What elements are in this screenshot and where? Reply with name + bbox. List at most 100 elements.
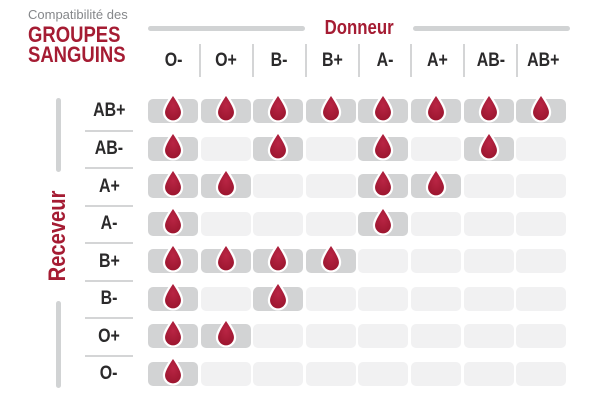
matrix-cell-B--from-B+	[305, 286, 356, 311]
matrix-cell-AB+-from-AB+	[516, 92, 567, 123]
blood-drop-icon	[215, 242, 236, 273]
blood-drop-icon	[373, 167, 394, 198]
donor-header-label: O+	[215, 49, 238, 71]
matrix-cell-AB+-from-A-	[358, 92, 409, 123]
matrix-cell-O--from-B+	[305, 361, 356, 386]
title-line-1: GROUPES	[28, 22, 121, 47]
matrix-cell-B--from-O+	[200, 286, 251, 311]
matrix-cell-AB+-from-A+	[410, 92, 461, 123]
blood-drop-icon	[268, 92, 289, 123]
blood-drop-icon	[162, 279, 184, 311]
matrix-cell-B+-from-B-	[253, 242, 304, 273]
matrix-cell-O--from-A+	[410, 361, 461, 386]
donor-header-A-: A-	[357, 44, 411, 77]
blood-drop-icon	[320, 92, 341, 123]
blood-drop-icon	[530, 92, 552, 123]
receiver-label-text: A-	[100, 213, 118, 235]
matrix-cell-O--from-B-	[253, 361, 304, 386]
matrix-cell-AB+-from-AB-	[463, 92, 514, 123]
blood-drop-icon	[162, 354, 184, 386]
matrix-cell-AB+-from-O-	[148, 92, 198, 123]
matrix-cell-B--from-O-	[148, 279, 198, 311]
matrix-cell-A--from-O-	[148, 204, 198, 236]
blood-drop-icon	[478, 92, 499, 123]
receiver-label-AB-: AB-	[85, 129, 133, 168]
matrix-cell-O+-from-A-	[358, 324, 409, 348]
receiver-axis-label: Receveur	[44, 190, 71, 282]
matrix-cell-A+-from-B-	[253, 174, 304, 198]
blood-drop-icon	[215, 92, 236, 123]
donor-header-B+: B+	[304, 44, 358, 77]
donor-header-AB-: AB-	[463, 44, 516, 77]
matrix-cell-B+-from-AB-	[463, 249, 514, 273]
receiver-label-B+: B+	[85, 242, 133, 280]
donor-header-label: A+	[427, 49, 449, 71]
receiver-label-B-: B-	[85, 279, 133, 318]
matrix-cell-O+-from-AB-	[463, 324, 514, 348]
blood-drop-icon	[162, 204, 184, 236]
donor-header-A+: A+	[410, 44, 463, 77]
receiver-label-text: A+	[98, 175, 120, 197]
receiver-axis-line-bottom	[56, 301, 61, 388]
matrix-cell-AB--from-AB-	[463, 129, 514, 161]
matrix-cell-B+-from-O+	[200, 242, 251, 273]
matrix-cell-A+-from-A+	[410, 167, 461, 198]
donor-header-label: B-	[270, 49, 288, 71]
matrix-cell-O+-from-O+	[200, 317, 251, 348]
blood-drop-icon	[268, 129, 289, 161]
matrix-cell-AB--from-B-	[253, 129, 304, 161]
donor-axis-header: Donneur	[148, 17, 570, 40]
matrix-cell-AB+-from-O+	[200, 92, 251, 123]
compatibility-matrix	[148, 92, 567, 386]
matrix-cell-A--from-AB-	[463, 211, 514, 236]
matrix-cell-B--from-AB-	[463, 286, 514, 311]
blood-drop-icon	[215, 317, 236, 348]
receiver-label-text: O+	[98, 325, 120, 347]
blood-drop-icon	[373, 204, 394, 236]
matrix-cell-A--from-AB+	[516, 211, 567, 236]
donor-header-label: AB-	[476, 49, 505, 71]
matrix-cell-AB--from-O-	[148, 129, 198, 161]
matrix-cell-B+-from-AB+	[516, 249, 567, 273]
matrix-cell-O+-from-B+	[305, 324, 356, 348]
matrix-cell-O+-from-O-	[148, 317, 198, 348]
matrix-cell-B+-from-O-	[148, 242, 198, 273]
donor-header-O+: O+	[198, 44, 252, 77]
receiver-label-text: B-	[100, 288, 118, 310]
matrix-cell-O--from-AB+	[516, 361, 567, 386]
blood-drop-icon	[373, 92, 394, 123]
receiver-label-text: O-	[100, 363, 118, 385]
blood-drop-icon	[268, 279, 289, 311]
title-eyebrow: Compatibilité des	[28, 7, 128, 22]
donor-header-AB+: AB+	[516, 44, 569, 77]
receiver-label-text: AB+	[92, 99, 126, 121]
matrix-cell-AB+-from-B-	[253, 92, 304, 123]
receiver-label-O+: O+	[85, 317, 133, 355]
blood-drop-icon	[162, 317, 184, 348]
receiver-label-A-: A-	[85, 204, 133, 243]
blood-drop-icon	[215, 167, 236, 198]
matrix-cell-A--from-B+	[305, 211, 356, 236]
matrix-cell-B+-from-A+	[410, 249, 461, 273]
matrix-cell-B--from-B-	[253, 279, 304, 311]
matrix-cell-AB--from-A+	[410, 136, 461, 161]
matrix-cell-B+-from-B+	[305, 242, 356, 273]
matrix-cell-A+-from-O+	[200, 167, 251, 198]
donor-header-B-: B-	[251, 44, 305, 77]
blood-drop-icon	[320, 242, 341, 273]
chart-title: Compatibilité des GROUPES SANGUINS	[28, 7, 144, 66]
matrix-cell-O--from-AB-	[463, 361, 514, 386]
donor-axis-line-left	[148, 26, 305, 31]
donor-header-O-: O-	[148, 44, 199, 77]
matrix-cell-AB--from-AB+	[516, 136, 567, 161]
donor-header-label: O-	[164, 49, 183, 71]
matrix-cell-AB--from-O+	[200, 136, 251, 161]
matrix-cell-AB--from-A-	[358, 129, 409, 161]
matrix-cell-A+-from-B+	[305, 174, 356, 198]
blood-drop-icon	[162, 242, 184, 273]
blood-drop-icon	[162, 129, 184, 161]
blood-drop-icon	[162, 167, 184, 198]
matrix-cell-A+-from-O-	[148, 167, 198, 198]
blood-drop-icon	[268, 242, 289, 273]
